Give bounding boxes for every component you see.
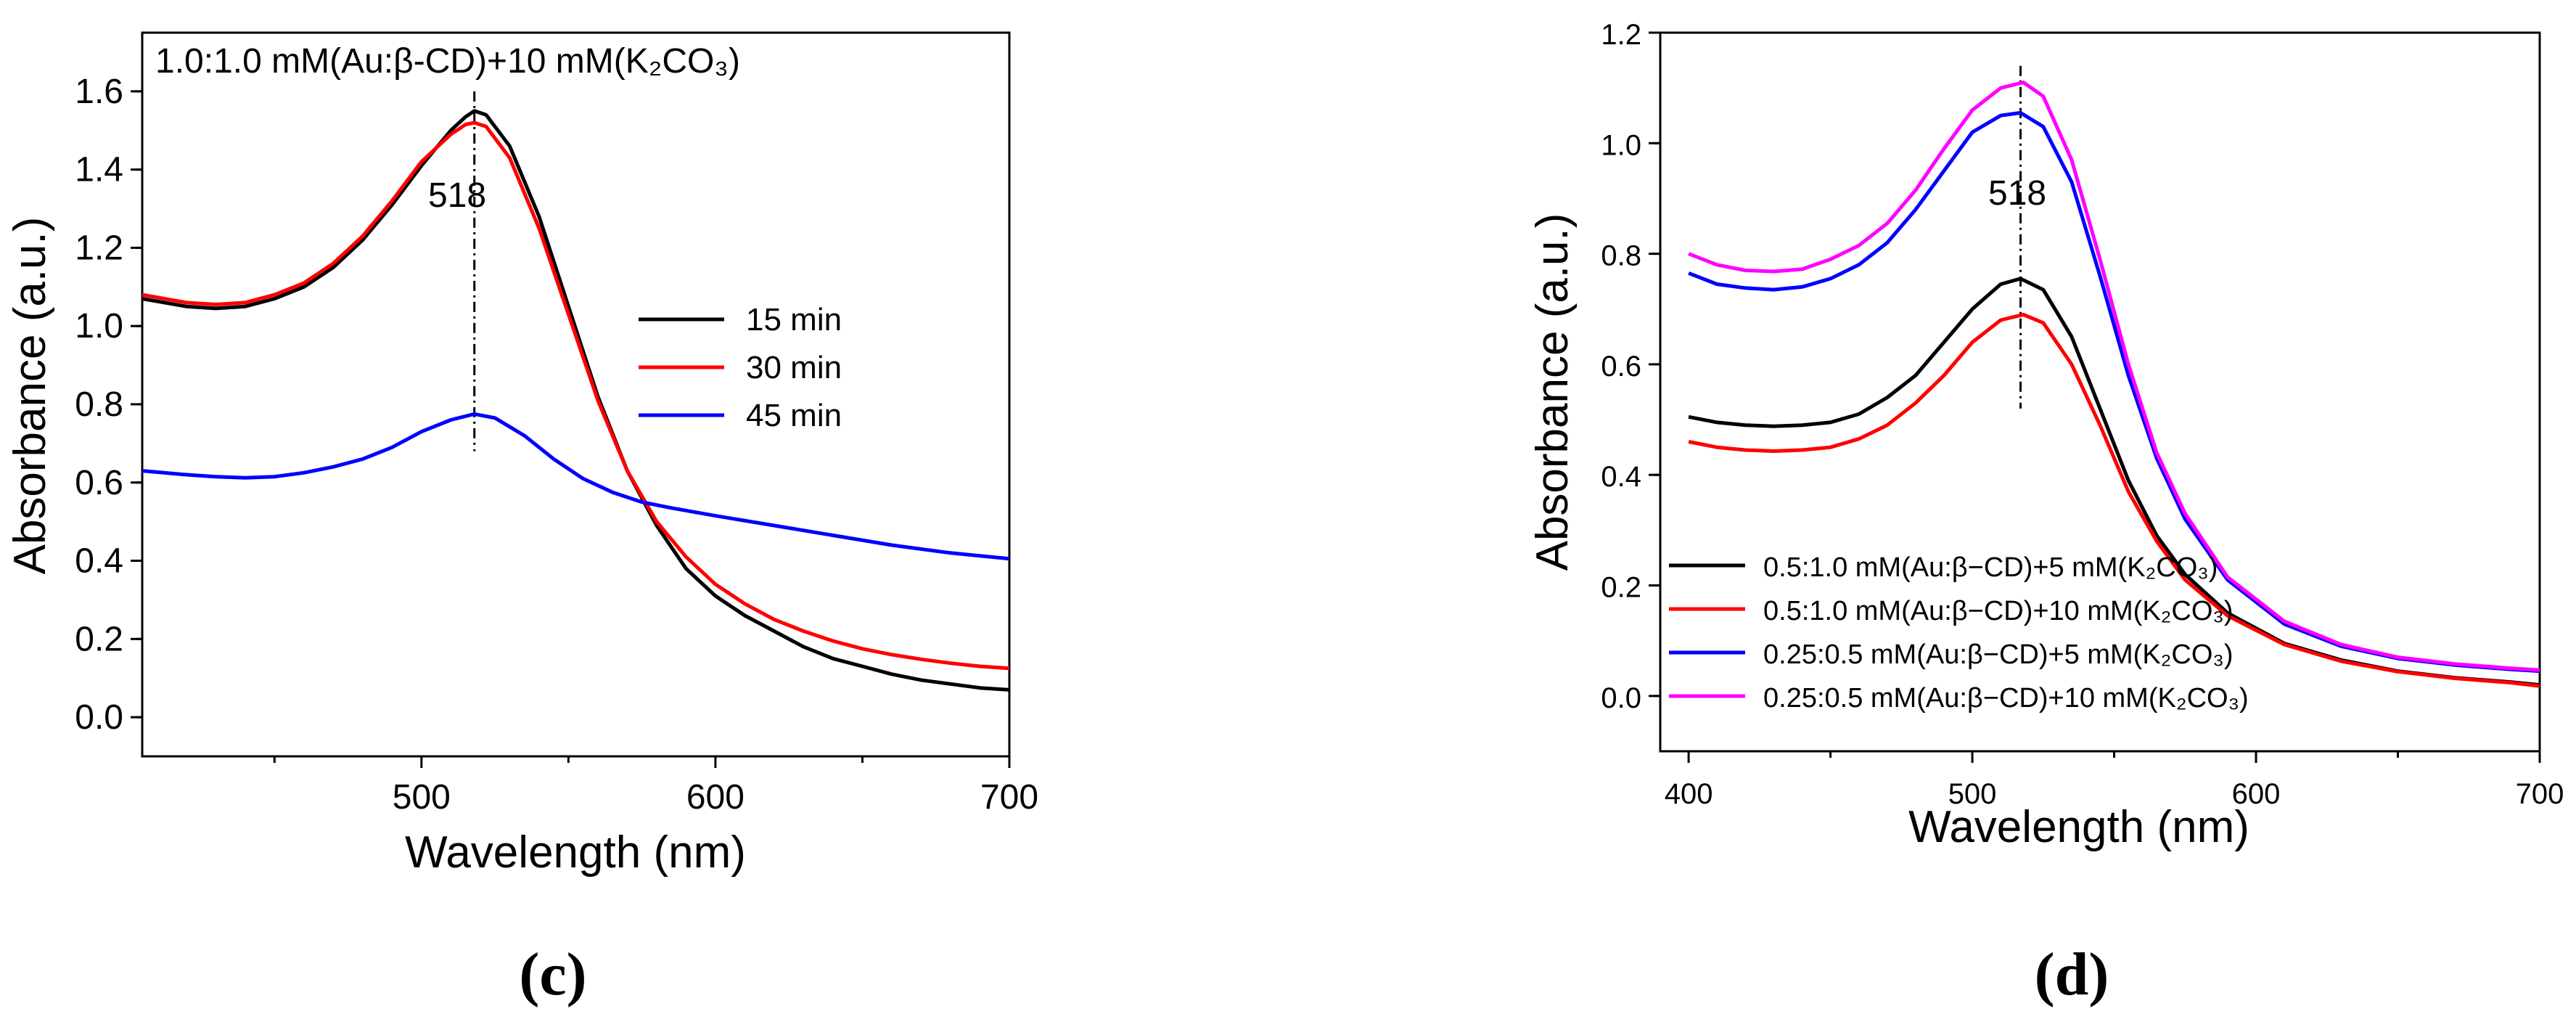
y-tick-label: 0.4 — [75, 542, 123, 581]
series-line — [141, 120, 1010, 671]
x-tick-label: 700 — [2516, 778, 2564, 810]
panel-c-legend: 15 min 30 min 45 min — [639, 302, 842, 433]
x-tick-label: 700 — [980, 778, 1038, 817]
series-line — [1688, 110, 2540, 674]
panel-d-series — [1688, 81, 2540, 688]
panel-c-peak-label: 518 — [428, 176, 486, 215]
panel-d-x-axis-title: Wavelength (nm) — [1908, 802, 2249, 852]
panel-d-y-axis-title: Absorbance (a.u.) — [1527, 213, 1578, 571]
y-tick-label: 0.6 — [1601, 351, 1641, 383]
y-tick-label: 0.2 — [1601, 572, 1641, 604]
series-line — [1688, 81, 2540, 672]
panel-d-label: (d) — [2035, 941, 2109, 1008]
y-tick-label: 0.8 — [75, 385, 123, 424]
panel-c-series — [141, 109, 1010, 692]
legend-label: 30 min — [746, 350, 842, 385]
legend-label: 45 min — [746, 398, 842, 433]
series-line — [141, 412, 1010, 561]
panel-c-label: (c) — [519, 941, 586, 1008]
panel-c-chart: 500 600 700 0.0 0.2 0.4 0.6 0.8 1.0 1.2 1.4 1.6 1.0… — [5, 31, 1038, 1008]
y-tick-label: 0.0 — [1601, 682, 1641, 714]
y-tick-label: 0.4 — [1601, 461, 1641, 493]
legend-label: 0.5:1.0 mM(Au:β−CD)+10 mM(K₂CO₃) — [1763, 596, 2234, 626]
panel-d-plot-area — [1659, 31, 2541, 753]
y-tick-label: 1.6 — [75, 73, 123, 111]
y-tick-label: 0.6 — [75, 464, 123, 502]
panel-d-peak-label: 518 — [1988, 174, 2046, 213]
panel-d-legend: 0.5:1.0 mM(Au:β−CD)+5 mM(K₂CO₃) 0.5:1.0 m… — [1669, 552, 2249, 714]
panel-c-plot-area — [141, 31, 1011, 758]
panel-d-chart: 400 500 600 700 0.0 0.2 0.4 0.6 0.8 1.0 1.2 518 Wa… — [1527, 19, 2564, 1008]
x-tick-label: 600 — [2232, 778, 2281, 810]
y-tick-label: 0.2 — [75, 620, 123, 658]
y-tick-label: 1.2 — [75, 229, 123, 267]
panel-c-y-axis-title: Absorbance (a.u.) — [5, 217, 55, 575]
x-tick-label: 500 — [1948, 778, 1997, 810]
y-tick-label: 1.0 — [75, 307, 123, 346]
y-tick-label: 1.2 — [1601, 19, 1641, 51]
panel-c-title: 1.0:1.0 mM(Au:β-CD)+10 mM(K₂CO₃) — [155, 42, 740, 81]
panel-c-ticks: 500 600 700 0.0 0.2 0.4 0.6 0.8 1.0 1.2 1.4 1.6 — [75, 73, 1038, 817]
series-line — [1688, 312, 2540, 688]
legend-label: 0.5:1.0 mM(Au:β−CD)+5 mM(K₂CO₃) — [1763, 552, 2218, 583]
legend-label: 0.25:0.5 mM(Au:β−CD)+10 mM(K₂CO₃) — [1763, 683, 2249, 714]
y-tick-label: 0.8 — [1601, 240, 1641, 272]
x-tick-label: 400 — [1665, 778, 1713, 810]
x-tick-label: 500 — [393, 778, 451, 817]
x-tick-label: 600 — [686, 778, 745, 817]
y-tick-label: 0.0 — [75, 698, 123, 737]
panel-d-ticks: 400 500 600 700 0.0 0.2 0.4 0.6 0.8 1.0 1.2 — [1601, 19, 2564, 810]
legend-label: 0.25:0.5 mM(Au:β−CD)+5 mM(K₂CO₃) — [1763, 639, 2234, 670]
panel-c-x-axis-title: Wavelength (nm) — [405, 827, 746, 878]
y-tick-label: 1.0 — [1601, 129, 1641, 161]
y-tick-label: 1.4 — [75, 151, 123, 189]
legend-label: 15 min — [746, 302, 842, 338]
series-line — [141, 109, 1010, 692]
